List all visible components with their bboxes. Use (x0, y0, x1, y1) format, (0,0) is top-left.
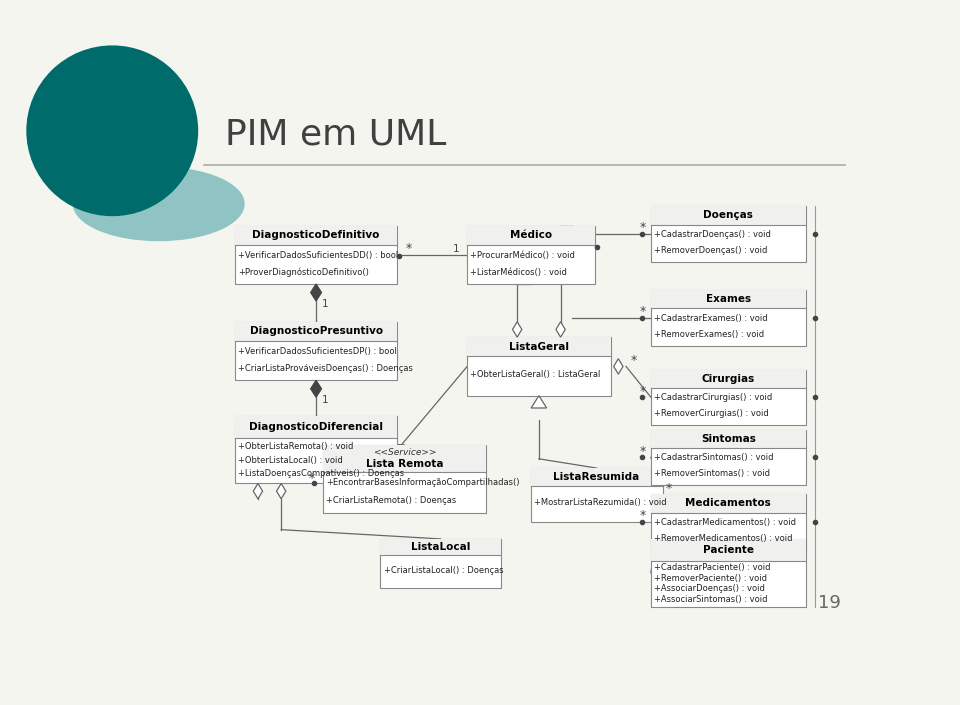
Polygon shape (556, 321, 565, 337)
Bar (468, 226, 595, 245)
Bar (531, 468, 662, 522)
Bar (651, 207, 805, 262)
Text: +RemoverCirurgias() : void: +RemoverCirurgias() : void (654, 409, 769, 418)
Text: PIM em UML: PIM em UML (225, 118, 446, 152)
Text: +RemoverPaciente() : void: +RemoverPaciente() : void (654, 574, 767, 582)
Bar (651, 369, 805, 388)
Bar (651, 429, 805, 448)
Text: DiagnosticoDefinitivo: DiagnosticoDefinitivo (252, 230, 380, 240)
Text: 19: 19 (818, 594, 841, 612)
Text: +ProverDiagnósticoDefinitivo(): +ProverDiagnósticoDefinitivo() (238, 267, 369, 277)
Text: DiagnosticoPresuntivo: DiagnosticoPresuntivo (250, 326, 383, 336)
Bar (234, 416, 397, 438)
Text: Medicamentos: Medicamentos (685, 498, 771, 508)
Bar (380, 539, 500, 555)
Text: DiagnosticoDiferencial: DiagnosticoDiferencial (249, 422, 383, 432)
Text: *: * (640, 445, 646, 458)
Bar (651, 207, 805, 225)
Text: +MostrarListaRezumida() : void: +MostrarListaRezumida() : void (534, 498, 666, 507)
Text: +VerificarDadosSuficientesDP() : bool: +VerificarDadosSuficientesDP() : bool (238, 347, 396, 356)
Circle shape (27, 46, 198, 216)
Bar (234, 321, 397, 380)
Text: +CadastrarDoenças() : void: +CadastrarDoenças() : void (654, 230, 771, 239)
Text: +CadastrarMedicamentos() : void: +CadastrarMedicamentos() : void (654, 517, 796, 527)
Bar (234, 226, 397, 284)
Text: ListaResumida: ListaResumida (554, 472, 639, 482)
Text: +AssociarSintomas() : void: +AssociarSintomas() : void (654, 595, 767, 603)
Bar (651, 539, 805, 607)
Bar (380, 539, 500, 588)
Bar (234, 226, 397, 245)
Polygon shape (253, 484, 263, 499)
Text: +ListarMédicos() : void: +ListarMédicos() : void (470, 268, 567, 276)
Text: +ObterListaLocal() : void: +ObterListaLocal() : void (238, 455, 343, 465)
Bar (324, 445, 486, 513)
Text: 1: 1 (322, 299, 328, 309)
Text: +CadastrarSintomas() : void: +CadastrarSintomas() : void (654, 453, 774, 462)
Text: +CadastrarCirurgias() : void: +CadastrarCirurgias() : void (654, 393, 772, 402)
Text: *: * (665, 482, 672, 496)
Text: +CadastrarPaciente() : void: +CadastrarPaciente() : void (654, 563, 771, 572)
Text: +ObterListaGeral() : ListaGeral: +ObterListaGeral() : ListaGeral (470, 370, 601, 379)
Bar (651, 494, 805, 513)
Bar (234, 416, 397, 484)
Bar (468, 337, 611, 357)
Text: Exames: Exames (706, 295, 751, 305)
Text: +CriarListaLocal() : Doenças: +CriarListaLocal() : Doenças (383, 566, 503, 575)
Bar (651, 290, 805, 309)
Text: *: * (640, 305, 646, 318)
Bar (468, 226, 595, 284)
Text: *: * (309, 472, 315, 485)
Text: 1: 1 (453, 244, 460, 254)
Polygon shape (276, 484, 286, 499)
Text: *: * (640, 384, 646, 398)
Text: Doenças: Doenças (704, 210, 754, 221)
Text: +CadastrarExames() : void: +CadastrarExames() : void (654, 314, 768, 323)
Text: +RemoverSintomas() : void: +RemoverSintomas() : void (654, 470, 770, 478)
Text: *: * (405, 242, 412, 255)
Text: ListaLocal: ListaLocal (411, 542, 470, 552)
Text: +RemoverMedicamentos() : void: +RemoverMedicamentos() : void (654, 534, 792, 543)
Text: +VerificarDadosSuficientesDD() : bool: +VerificarDadosSuficientesDD() : bool (238, 250, 398, 259)
Bar (651, 429, 805, 485)
Text: +ObterListaRemota() : void: +ObterListaRemota() : void (238, 442, 353, 450)
Bar (531, 468, 662, 486)
Text: *: * (640, 221, 646, 234)
Text: *: * (640, 509, 646, 522)
Text: +CriarListaProváveisDoenças() : Doenças: +CriarListaProváveisDoenças() : Doenças (238, 364, 413, 373)
Bar (234, 321, 397, 341)
Ellipse shape (74, 167, 244, 240)
Bar (651, 290, 805, 345)
Text: Lista Remota: Lista Remota (366, 460, 444, 470)
Text: *: * (631, 354, 636, 367)
Polygon shape (311, 380, 322, 397)
Bar (651, 539, 805, 561)
Text: +EncontrarBasesInformaçãoCompartilhadas(): +EncontrarBasesInformaçãoCompartilhadas(… (326, 478, 519, 487)
Text: +RemoverExames() : void: +RemoverExames() : void (654, 330, 764, 339)
Text: 1: 1 (322, 396, 328, 405)
Text: Cirurgias: Cirurgias (702, 374, 755, 384)
Text: <<Service>>: <<Service>> (372, 448, 436, 457)
Bar (651, 369, 805, 425)
Text: +ProcurarMédico() : void: +ProcurarMédico() : void (470, 250, 575, 259)
Text: +AssociarDoenças() : void: +AssociarDoenças() : void (654, 584, 765, 593)
Bar (468, 337, 611, 396)
Text: Paciente: Paciente (703, 545, 754, 555)
Text: +ListaDoençasCompatíveis() : Doenças: +ListaDoençasCompatíveis() : Doenças (238, 470, 404, 478)
Polygon shape (531, 396, 546, 408)
Text: +RemoverDoenças() : void: +RemoverDoenças() : void (654, 246, 767, 255)
Text: Sintomas: Sintomas (701, 434, 756, 443)
Bar (651, 494, 805, 550)
Text: Médico: Médico (510, 230, 552, 240)
Polygon shape (613, 359, 623, 374)
Bar (324, 445, 486, 472)
Polygon shape (513, 321, 522, 337)
Text: ListaGeral: ListaGeral (509, 342, 569, 352)
Text: +CriarListaRemota() : Doenças: +CriarListaRemota() : Doenças (326, 496, 456, 505)
Polygon shape (311, 284, 322, 301)
